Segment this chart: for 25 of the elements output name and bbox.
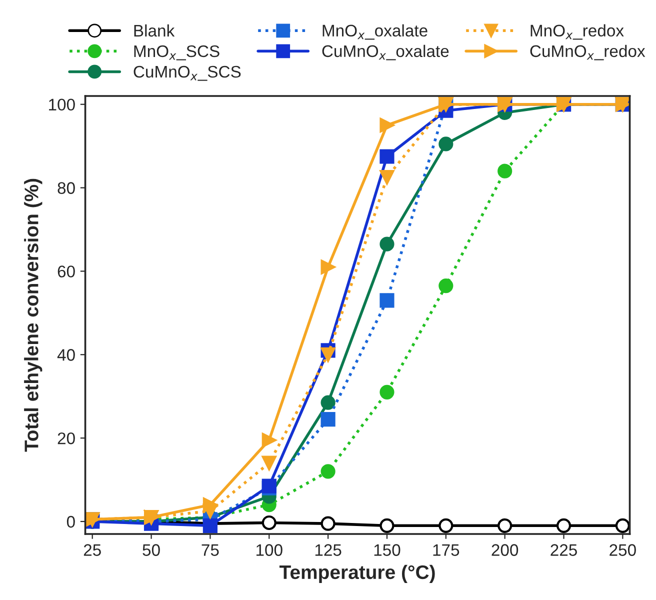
legend-label: MnO$_{x}$_oxalate [322,24,428,40]
x-tick-label: 250 [610,544,636,556]
legend-label: CuMnO$_{x}$_redox [530,44,646,60]
legend-label: CuMnO$_{x}$_SCS [134,66,241,81]
x-tick-label: 50 [142,544,160,556]
legend-label: MnO$_{x}$_SCS [134,45,220,60]
y-axis-title: Total ethylene conversion (%) [24,178,42,452]
x-tick-label: 150 [374,544,400,556]
x-axis-title: Temperature (°C) [279,564,435,583]
y-tick-label: 100 [49,98,75,111]
y-tick-label: 40 [57,349,75,361]
x-tick-label: 100 [256,544,282,556]
x-tick-label: 125 [315,544,342,556]
x-tick-label: 200 [492,544,518,556]
y-tick-label: 20 [58,432,75,444]
legend-label: CuMnO$_{x}$_oxalate [322,44,449,60]
y-tick-label: 80 [58,182,75,194]
x-tick-label: 175 [433,544,460,556]
x-tick-label: 25 [84,544,101,556]
y-tick-label: 60 [58,266,75,278]
legend-label: Blank [134,24,175,37]
legend-label: MnO$_{x}$_redox [530,24,624,40]
x-tick-label: 225 [550,544,577,556]
y-tick-label: 0 [66,516,75,528]
x-tick-label: 75 [202,544,219,556]
